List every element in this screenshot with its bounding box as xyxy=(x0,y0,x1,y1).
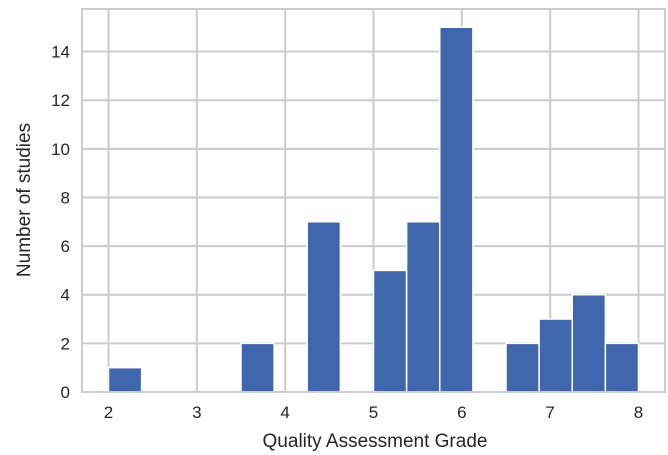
y-tick-label: 2 xyxy=(61,334,70,353)
plot-frame xyxy=(81,8,666,393)
x-tick-label: 3 xyxy=(192,403,201,422)
histogram-bar xyxy=(571,293,607,393)
y-tick-label: 12 xyxy=(51,91,70,110)
x-axis-label: Quality Assessment Grade xyxy=(263,431,488,452)
x-tick-label: 4 xyxy=(280,403,289,422)
x-tick-labels: 2 3 4 5 6 7 8 xyxy=(104,403,643,422)
y-tick-label: 14 xyxy=(51,43,70,62)
bars-group xyxy=(107,26,640,393)
y-tick-label: 8 xyxy=(61,188,70,207)
x-tick-label: 6 xyxy=(457,403,466,422)
histogram-bar xyxy=(538,318,573,393)
x-tick-label: 8 xyxy=(634,403,643,422)
histogram-bar xyxy=(306,221,342,393)
histogram-bar xyxy=(604,342,640,393)
histogram-bar xyxy=(240,342,275,393)
y-tick-label: 4 xyxy=(61,286,70,305)
histogram-bar xyxy=(107,366,143,393)
x-tick-label: 7 xyxy=(545,403,554,422)
histogram-bar xyxy=(505,342,540,393)
y-tick-label: 6 xyxy=(61,237,70,256)
x-tick-label: 5 xyxy=(369,403,378,422)
y-tick-label: 10 xyxy=(51,140,70,159)
y-axis-label: Number of studies xyxy=(14,123,35,277)
histogram-bar xyxy=(439,26,474,393)
histogram-bar xyxy=(405,221,441,393)
y-tick-labels: 0 2 4 6 8 10 12 14 xyxy=(51,43,70,402)
y-tick-label: 0 xyxy=(61,383,70,402)
x-tick-label: 2 xyxy=(104,403,113,422)
histogram-bar xyxy=(372,269,408,393)
